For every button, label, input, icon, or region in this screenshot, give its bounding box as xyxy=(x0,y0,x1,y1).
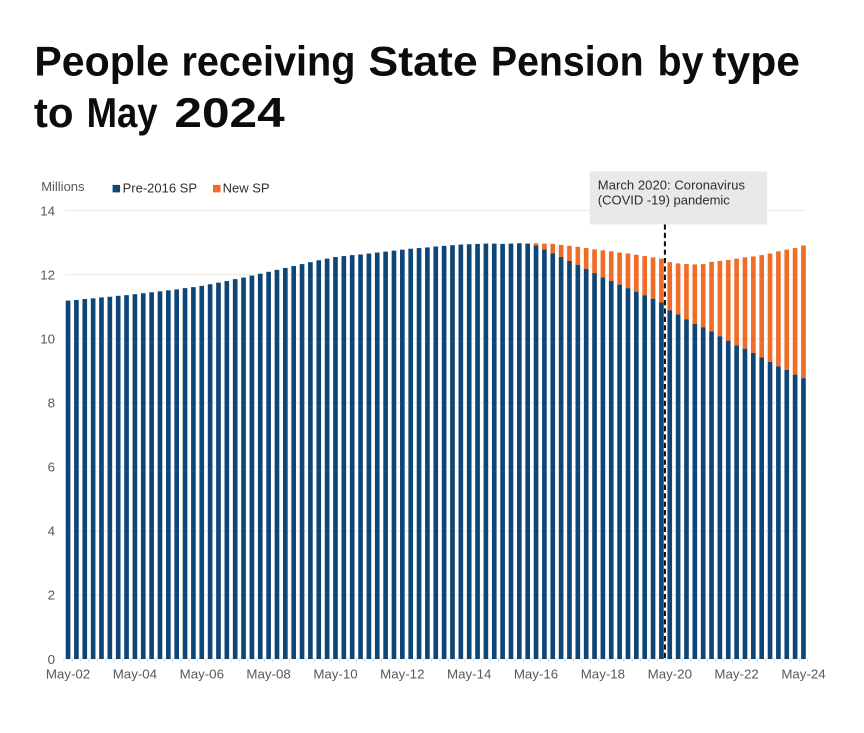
svg-text:8: 8 xyxy=(48,396,55,411)
svg-text:Pension: Pension xyxy=(491,39,644,85)
svg-text:12: 12 xyxy=(40,268,55,283)
svg-text:4: 4 xyxy=(48,524,55,539)
svg-text:May-10: May-10 xyxy=(313,666,357,681)
svg-text:10: 10 xyxy=(40,332,55,347)
svg-text:2024: 2024 xyxy=(174,90,284,136)
svg-text:May-16: May-16 xyxy=(514,666,558,681)
svg-text:type: type xyxy=(712,39,800,85)
svg-text:May-18: May-18 xyxy=(581,666,625,681)
svg-text:(COVID -19) pandemic: (COVID -19) pandemic xyxy=(598,193,731,208)
svg-text:March 2020: Coronavirus: March 2020: Coronavirus xyxy=(598,177,746,192)
svg-text:May-04: May-04 xyxy=(113,666,157,681)
svg-text:People: People xyxy=(34,39,169,85)
svg-text:2: 2 xyxy=(48,588,55,603)
svg-text:New SP: New SP xyxy=(223,180,270,195)
svg-text:Millions: Millions xyxy=(41,179,85,194)
svg-text:14: 14 xyxy=(40,203,55,218)
svg-text:May-24: May-24 xyxy=(781,666,825,681)
svg-text:to: to xyxy=(34,90,74,136)
svg-text:May-08: May-08 xyxy=(246,666,290,681)
svg-text:0: 0 xyxy=(48,652,55,667)
svg-text:Pre-2016 SP: Pre-2016 SP xyxy=(123,180,197,195)
svg-text:6: 6 xyxy=(48,460,55,475)
svg-text:May-12: May-12 xyxy=(380,666,424,681)
svg-text:by: by xyxy=(658,39,704,85)
svg-text:May: May xyxy=(87,90,158,136)
svg-text:May-14: May-14 xyxy=(447,666,491,681)
svg-text:receiving: receiving xyxy=(182,39,356,85)
svg-text:State: State xyxy=(368,39,477,85)
svg-text:May-06: May-06 xyxy=(180,666,224,681)
svg-text:May-22: May-22 xyxy=(714,666,758,681)
svg-text:May-02: May-02 xyxy=(46,666,90,681)
svg-text:May-20: May-20 xyxy=(648,666,692,681)
